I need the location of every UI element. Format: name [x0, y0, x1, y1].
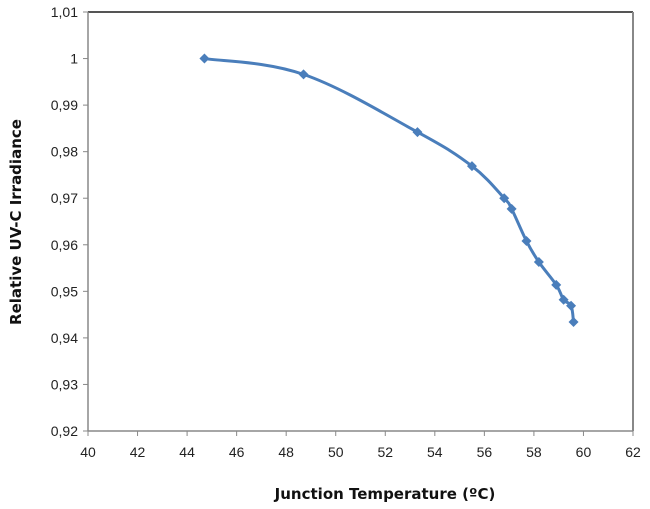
y-tick-label: 0,96: [51, 237, 78, 253]
x-tick-label: 56: [477, 444, 493, 460]
y-tick-label: 1,01: [51, 4, 78, 20]
diamond-marker-icon: [558, 294, 569, 305]
y-axis: 0,92 0,93 0,94 0,95 0,96 0,97 0,98 0,99 1 1,01: [51, 4, 89, 439]
y-tick-label: 0,94: [51, 330, 78, 346]
y-tick-label: 0,97: [51, 190, 78, 206]
x-tick-label: 58: [526, 444, 542, 460]
y-tick-label: 0,98: [51, 144, 78, 160]
y-tick-label: 0,92: [51, 423, 78, 439]
x-tick-label: 60: [576, 444, 592, 460]
x-tick-label: 44: [179, 444, 195, 460]
x-tick-label: 48: [278, 444, 294, 460]
x-tick-label: 54: [427, 444, 443, 460]
series-line: [204, 57, 576, 323]
x-axis-title: Junction Temperature (ºC): [274, 485, 496, 503]
diamond-marker-icon: [566, 300, 577, 311]
diamond-marker-icon: [551, 279, 562, 290]
diamond-marker-icon: [521, 236, 532, 247]
diamond-marker-icon: [199, 53, 210, 64]
x-tick-label: 62: [625, 444, 641, 460]
x-tick-label: 46: [229, 444, 245, 460]
diamond-marker-icon: [412, 127, 423, 138]
plot-area: [88, 11, 634, 431]
x-axis: 40 42 44 46 48 50 52 54 56 58 60 62: [80, 430, 641, 460]
data-series: [199, 53, 579, 328]
y-tick-label: 0,93: [51, 376, 78, 392]
x-tick-label: 42: [130, 444, 146, 460]
y-axis-title: Relative UV-C Irradiance: [7, 119, 25, 325]
diamond-marker-icon: [499, 193, 510, 204]
x-tick-label: 50: [328, 444, 344, 460]
x-tick-label: 40: [80, 444, 96, 460]
diamond-marker-icon: [298, 69, 309, 80]
diamond-marker-icon: [568, 317, 579, 328]
diamond-marker-icon: [506, 203, 517, 214]
y-tick-label: 0,95: [51, 283, 78, 299]
diamond-marker-icon: [533, 257, 544, 268]
y-tick-label: 1: [70, 51, 78, 67]
y-tick-label: 0,99: [51, 97, 78, 113]
diamond-marker-icon: [466, 161, 477, 172]
x-tick-label: 52: [377, 444, 393, 460]
